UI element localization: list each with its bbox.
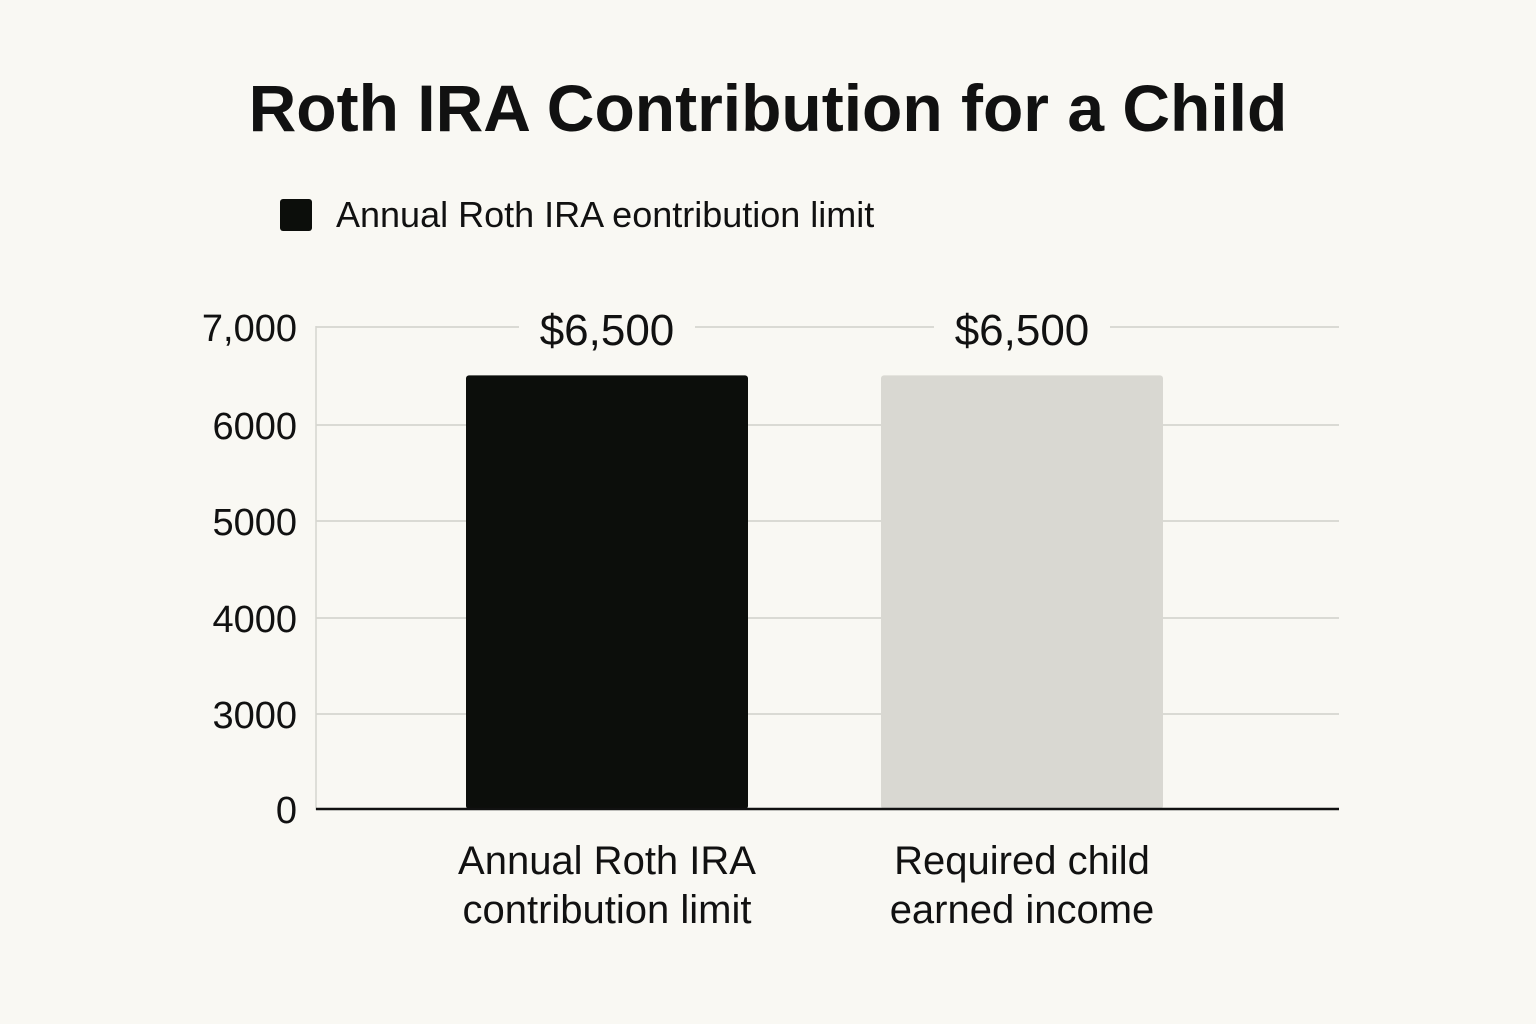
x-tick-label: earned income [890,888,1155,932]
x-tick-label: Annual Roth IRA [458,839,756,883]
y-tick-label: 3000 [212,695,297,737]
chart-title: Roth IRA Contribution for a Child [248,71,1288,145]
data-label-background [519,309,695,361]
y-tick-label: 5000 [212,502,297,544]
y-tick-label: 4000 [212,599,297,641]
data-label-background [934,309,1110,361]
bar [881,375,1163,809]
x-tick-label: contribution limit [462,888,751,932]
labels: 0 3000 4000 5000 6000 7,000 $6,500 Annual Roth … [202,306,1154,932]
x-tick-label: Required child [894,839,1150,883]
bar [466,375,748,809]
axes [315,326,1339,811]
y-tick-label: 0 [276,790,297,832]
data-label: $6,500 [540,306,675,355]
bars [466,375,1163,809]
y-tick-label: 7,000 [202,308,297,350]
legend-swatch [280,199,312,231]
y-tick-label: 6000 [212,406,297,448]
legend-label: Annual Roth IRA eontribution limit [336,194,875,235]
legend: Annual Roth IRA eontribution limit [280,193,874,237]
data-label: $6,500 [955,306,1090,355]
